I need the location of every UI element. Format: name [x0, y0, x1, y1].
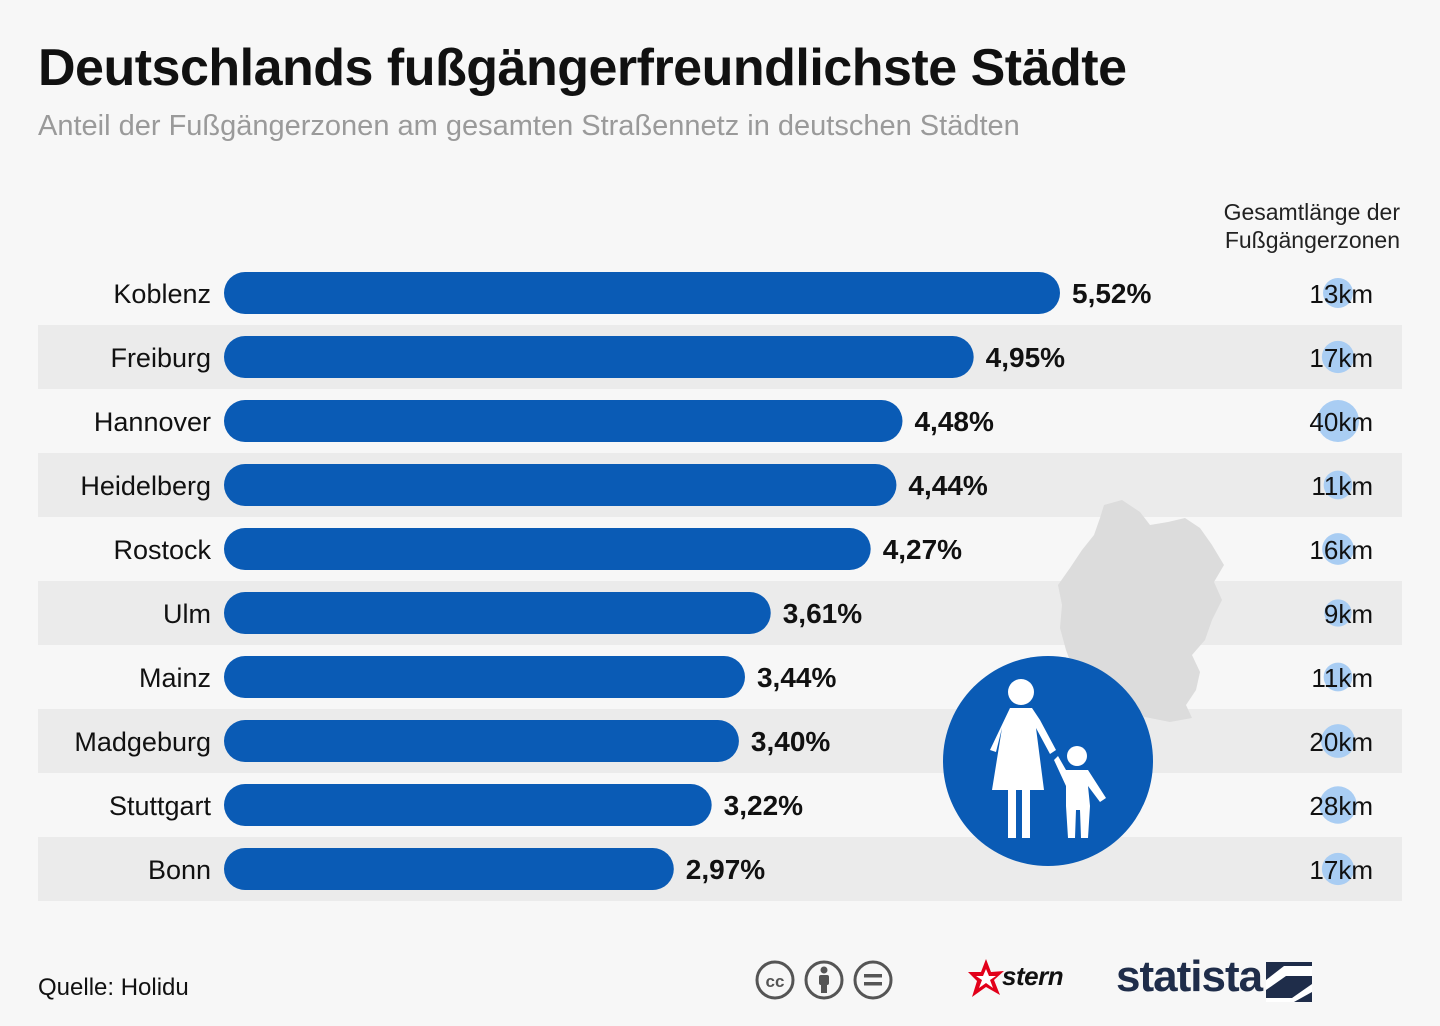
bar-stuttgart: [224, 784, 712, 826]
pedestrian-icon: [990, 679, 1106, 838]
category-label: Koblenz: [113, 279, 211, 309]
km-bubble: [1323, 470, 1353, 500]
value-label: 4,44%: [908, 470, 987, 501]
bar-hannover: [224, 400, 903, 442]
stern-logo-text: stern: [1002, 961, 1064, 991]
category-label: Mainz: [139, 663, 211, 693]
km-label: 11km: [1311, 471, 1373, 501]
km-label: 40km: [1309, 407, 1373, 437]
category-label: Freiburg: [110, 343, 211, 373]
km-bubble: [1324, 599, 1352, 627]
value-label: 2,97%: [686, 854, 765, 885]
km-bubble: [1322, 533, 1354, 565]
column-header-line-1: Gesamtlänge der: [1223, 199, 1400, 225]
bar-madgeburg: [224, 720, 739, 762]
creative-commons-icons[interactable]: cc: [754, 958, 896, 1004]
value-label: 3,44%: [757, 662, 836, 693]
km-label: 17km: [1309, 343, 1373, 373]
km-label: 16km: [1309, 535, 1373, 565]
km-label: 28km: [1309, 791, 1373, 821]
bar-freiburg: [224, 336, 974, 378]
category-label: Madgeburg: [74, 727, 211, 757]
value-label: 4,95%: [986, 342, 1065, 373]
nd-icon: [853, 960, 893, 1000]
km-label: 13km: [1309, 279, 1373, 309]
km-label: 20km: [1309, 727, 1373, 757]
km-bubble: [1317, 400, 1359, 442]
bars: [224, 272, 1060, 890]
value-label: 5,52%: [1072, 278, 1151, 309]
value-label: 4,27%: [883, 534, 962, 565]
statista-logo-text: statista: [1116, 952, 1263, 1001]
source-note: Quelle: Holidu: [38, 974, 189, 1001]
bar-heidelberg: [224, 464, 897, 506]
category-label: Ulm: [163, 599, 211, 629]
category-label: Heidelberg: [80, 471, 211, 501]
secondary-column-header: Gesamtlänge der Fußgängerzonen: [1140, 198, 1400, 254]
cc-icon: [755, 960, 795, 1000]
km-bubble: [1321, 340, 1355, 374]
pedestrian-zone-sign: [943, 656, 1153, 866]
km-bubble: [1323, 662, 1353, 692]
bar-koblenz: [224, 272, 1060, 314]
value-label: 3,22%: [724, 790, 803, 821]
bar-bonn: [224, 848, 674, 890]
svg-text:cc: cc: [766, 972, 785, 991]
category-label: Bonn: [148, 855, 211, 885]
category-label: Stuttgart: [109, 791, 212, 821]
column-header-line-2: Fußgängerzonen: [1224, 227, 1400, 253]
germany-map-shape: [1058, 500, 1224, 722]
bar-ulm: [224, 592, 771, 634]
stern-logo-icon: [968, 959, 1004, 997]
km-label: 17km: [1309, 855, 1373, 885]
category-label: Rostock: [113, 535, 211, 565]
statista-logo-icon: [1266, 962, 1312, 1002]
sign-circle: [943, 656, 1153, 866]
bar-mainz: [224, 656, 745, 698]
chart-title: Deutschlands fußgängerfreundlichste Städ…: [38, 39, 1127, 97]
km-bubble: [1321, 724, 1355, 758]
km-label: 11km: [1311, 663, 1373, 693]
labels: Koblenz 5,52% 13km Freiburg 4,95% 17km Hannove…: [74, 278, 1373, 886]
km-label: 9km: [1324, 599, 1373, 629]
bar-rostock: [224, 528, 871, 570]
by-icon: [804, 960, 844, 1000]
km-bubble: [1323, 278, 1353, 308]
value-label: 3,61%: [783, 598, 862, 629]
germany-map-silhouette: [1058, 500, 1224, 722]
km-bubble: [1321, 852, 1355, 886]
value-label: 3,40%: [751, 726, 830, 757]
category-label: Hannover: [94, 407, 211, 437]
chart-subtitle: Anteil der Fußgängerzonen am gesamten St…: [38, 110, 1020, 142]
km-bubble: [1319, 786, 1357, 824]
value-label: 4,48%: [914, 406, 993, 437]
